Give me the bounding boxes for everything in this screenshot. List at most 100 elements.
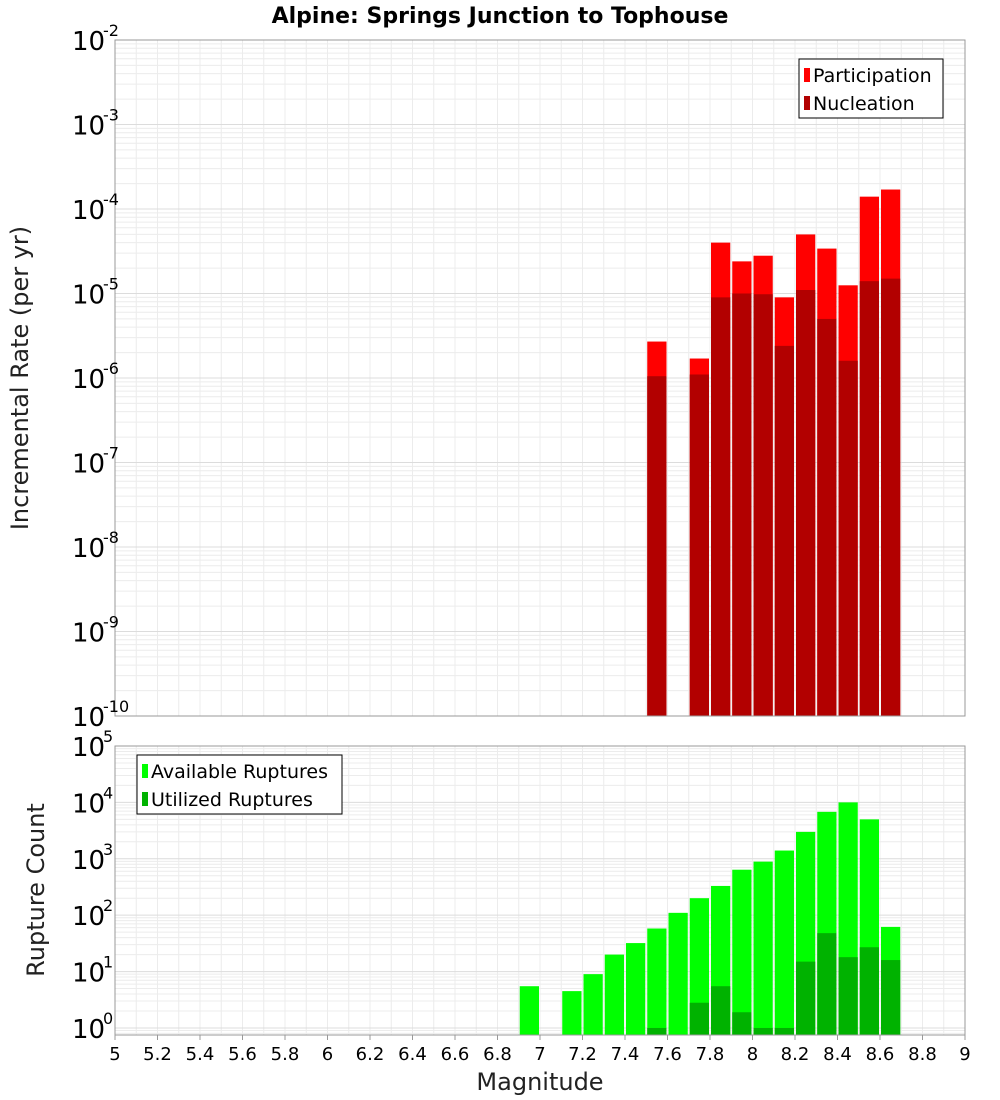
count-legend-box bbox=[136, 754, 343, 815]
rate-bars bbox=[647, 189, 901, 717]
rate-y-tick-exponent: -2 bbox=[103, 21, 119, 40]
count-bar-primary bbox=[689, 898, 709, 1035]
rate-bar-secondary bbox=[711, 297, 731, 716]
rate-legend-label: Participation bbox=[813, 65, 932, 87]
count-bar-secondary bbox=[838, 957, 858, 1035]
count-bar-primary bbox=[753, 861, 773, 1035]
count-y-axis-label: Rupture Count bbox=[22, 803, 50, 977]
count-y-tick-exponent: 3 bbox=[103, 840, 113, 859]
count-bar-secondary bbox=[732, 1012, 752, 1035]
x-tick-label: 8.6 bbox=[866, 1044, 895, 1065]
rate-y-tick-label: 10 bbox=[72, 534, 105, 564]
count-legend-swatch bbox=[142, 764, 148, 778]
rate-y-tick-label: 10 bbox=[72, 619, 105, 649]
count-y-tick-label: 10 bbox=[72, 789, 105, 819]
rate-y-tick-exponent: -4 bbox=[103, 190, 119, 209]
rate-y-ticks: 10-210-310-410-510-610-710-810-910-10 bbox=[72, 21, 129, 733]
rate-y-tick-exponent: -6 bbox=[103, 359, 119, 378]
count-bars bbox=[519, 802, 901, 1035]
x-axis-label: Magnitude bbox=[476, 1068, 603, 1096]
rate-y-tick-exponent: -3 bbox=[103, 106, 119, 125]
rate-y-axis-label: Incremental Rate (per yr) bbox=[6, 226, 34, 530]
count-bar-secondary bbox=[817, 933, 837, 1035]
rate-y-tick-exponent: -10 bbox=[103, 697, 129, 716]
count-y-tick-exponent: 0 bbox=[103, 1009, 113, 1028]
x-tick-label: 5 bbox=[109, 1044, 120, 1065]
rate-y-tick-exponent: -9 bbox=[103, 613, 119, 632]
rate-y-tick-label: 10 bbox=[72, 450, 105, 480]
x-tick-label: 6.4 bbox=[398, 1044, 427, 1065]
count-y-tick-label: 10 bbox=[72, 959, 105, 989]
count-y-tick-exponent: 4 bbox=[103, 783, 113, 802]
x-tick-label: 9 bbox=[959, 1044, 970, 1065]
count-bar-primary bbox=[604, 954, 624, 1035]
count-bar-secondary bbox=[689, 1002, 709, 1035]
count-bar-primary bbox=[519, 986, 539, 1035]
rate-y-tick-label: 10 bbox=[72, 703, 105, 733]
x-tick-label: 5.2 bbox=[143, 1044, 172, 1065]
x-tick-label: 6 bbox=[322, 1044, 333, 1065]
rate-bar-secondary bbox=[753, 294, 773, 716]
x-tick-label: 8.8 bbox=[908, 1044, 937, 1065]
rate-legend-swatch bbox=[804, 96, 810, 110]
count-bar-secondary bbox=[753, 1027, 773, 1035]
rate-y-tick-label: 10 bbox=[72, 365, 105, 395]
x-tick-label: 8 bbox=[747, 1044, 758, 1065]
chart-title: Alpine: Springs Junction to Tophouse bbox=[272, 4, 729, 29]
count-bar-primary bbox=[732, 869, 752, 1035]
rate-bar-secondary bbox=[774, 345, 794, 716]
x-tick-label: 6.2 bbox=[356, 1044, 385, 1065]
rate-bar-secondary bbox=[689, 374, 709, 716]
x-tick-label: 8.4 bbox=[823, 1044, 852, 1065]
rate-legend-box bbox=[798, 58, 944, 119]
rate-bar-secondary bbox=[647, 376, 667, 716]
x-tick-label: 5.6 bbox=[228, 1044, 257, 1065]
rate-bar-secondary bbox=[796, 290, 816, 716]
count-y-tick-exponent: 2 bbox=[103, 896, 113, 915]
rate-plot-frame bbox=[114, 39, 966, 717]
rate-bar-secondary bbox=[859, 281, 879, 716]
rate-bar-secondary bbox=[881, 278, 901, 716]
count-bar-secondary bbox=[881, 960, 901, 1035]
count-bar-primary bbox=[647, 928, 667, 1035]
rate-y-tick-exponent: -7 bbox=[103, 444, 119, 463]
x-tick-label: 6.6 bbox=[441, 1044, 470, 1065]
x-tick-label: 7.4 bbox=[611, 1044, 640, 1065]
rate-y-tick-label: 10 bbox=[72, 27, 105, 57]
rate-y-tick-label: 10 bbox=[72, 281, 105, 311]
x-tick-label: 5.4 bbox=[186, 1044, 215, 1065]
x-tick-label: 7.6 bbox=[653, 1044, 682, 1065]
rate-y-tick-exponent: -8 bbox=[103, 528, 119, 547]
rate-bar-secondary bbox=[838, 360, 858, 716]
x-tick-label: 7.2 bbox=[568, 1044, 597, 1065]
rate-legend-swatch bbox=[804, 68, 810, 82]
count-bar-primary bbox=[668, 912, 688, 1035]
count-legend: Available Ruptures Utilized Ruptures bbox=[136, 754, 343, 815]
x-ticks: 5 5.2 5.4 5.6 5.8 6 6.2 6.4 6.6 6.8 7 7.2 7.4 7.6 7.8 8… bbox=[109, 1035, 971, 1065]
count-y-tick-label: 10 bbox=[72, 733, 105, 763]
count-bar-primary bbox=[583, 974, 603, 1035]
rate-y-tick-exponent: -5 bbox=[103, 275, 119, 294]
x-tick-label: 6.8 bbox=[483, 1044, 512, 1065]
rate-panel: 10-210-310-410-510-610-710-810-910-10 In… bbox=[6, 21, 966, 733]
rate-legend-label: Nucleation bbox=[813, 93, 915, 115]
x-tick-label: 8.2 bbox=[781, 1044, 810, 1065]
count-bar-primary bbox=[562, 991, 582, 1035]
count-y-tick-label: 10 bbox=[72, 902, 105, 932]
x-tick-label: 7.8 bbox=[696, 1044, 725, 1065]
count-legend-label: Utilized Ruptures bbox=[151, 789, 313, 811]
count-y-tick-label: 10 bbox=[72, 846, 105, 876]
x-tick-label: 7 bbox=[534, 1044, 545, 1065]
count-bar-primary bbox=[626, 943, 646, 1035]
rate-y-tick-label: 10 bbox=[72, 112, 105, 142]
count-y-tick-exponent: 5 bbox=[103, 727, 113, 746]
count-bar-secondary bbox=[859, 947, 879, 1035]
count-bar-secondary bbox=[774, 1027, 794, 1035]
rate-grid bbox=[114, 39, 966, 717]
count-y-tick-exponent: 1 bbox=[103, 953, 113, 972]
x-tick-label: 5.8 bbox=[271, 1044, 300, 1065]
count-legend-label: Available Ruptures bbox=[151, 761, 328, 783]
count-bar-secondary bbox=[711, 986, 731, 1035]
